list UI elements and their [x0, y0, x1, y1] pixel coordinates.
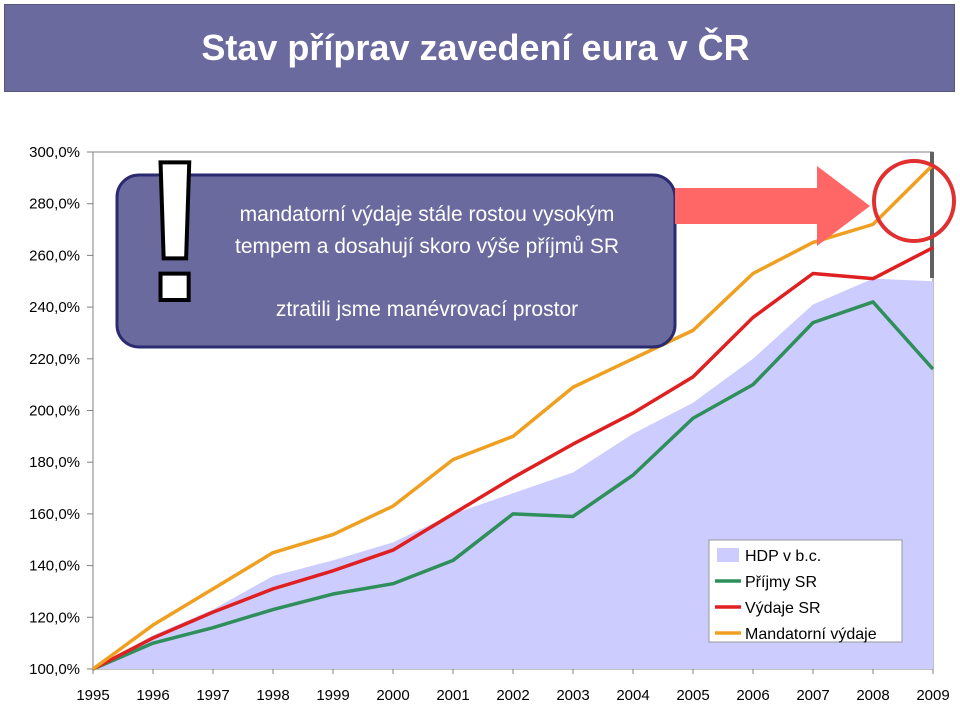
y-axis: 300,0% 280,0% 260,0% 240,0% 220,0% 200,0% 180,…	[29, 144, 93, 678]
callout-line-3: ztratili jsme manévrovací prostor	[276, 298, 578, 321]
title-bar	[4, 4, 955, 92]
x-tick-label: 2002	[496, 687, 529, 704]
x-tick-label: 1995	[76, 687, 109, 704]
arrow-right-icon	[675, 166, 870, 246]
x-tick-label: 2007	[796, 687, 829, 704]
x-tick-label: 2004	[616, 687, 649, 704]
legend-label: HDP v b.c.	[745, 548, 821, 565]
x-tick-label: 1999	[316, 687, 349, 704]
x-tick-label: 2000	[376, 687, 409, 704]
series-line-mandatorni	[91, 163, 935, 671]
y-tick-label: 240,0%	[29, 299, 80, 316]
legend: HDP v b.c. Příjmy SR Výdaje SR Mandatorní v…	[708, 539, 903, 643]
legend-box	[708, 539, 903, 643]
series-line-prijmy	[92, 300, 935, 671]
callout-line-2: tempem a dosahují skoro výše příjmů SR	[235, 235, 619, 258]
x-tick-label: 2006	[736, 687, 769, 704]
x-tick-label: 1998	[256, 687, 289, 704]
x-tick-label: 2005	[676, 687, 709, 704]
x-axis: 1995 1996 1997 1998 1999 2000 2001 2002 2003 2004…	[76, 669, 950, 704]
y-tick-label: 100,0%	[29, 661, 80, 678]
y-tick-label: 140,0%	[29, 558, 80, 575]
series-line-vydaje	[92, 246, 934, 671]
highlight-circle-icon	[872, 159, 956, 243]
x-tick-label: 1996	[136, 687, 169, 704]
legend-label: Příjmy SR	[745, 574, 817, 591]
legend-swatch	[717, 548, 739, 562]
y-tick-label: 260,0%	[29, 247, 80, 264]
callout-line-1: mandatorní výdaje stále rostou vysokým	[240, 203, 615, 226]
y-tick-label: 180,0%	[29, 454, 80, 471]
y-tick-label: 220,0%	[29, 351, 80, 368]
y-tick-label: 120,0%	[29, 609, 80, 626]
y-tick-label: 280,0%	[29, 196, 80, 213]
legend-label: Výdaje SR	[745, 600, 821, 617]
x-tick-label: 1997	[196, 687, 229, 704]
plot-edge-shadow	[930, 152, 934, 278]
y-tick-label: 160,0%	[29, 506, 80, 523]
x-tick-label: 2003	[556, 687, 589, 704]
page-title: Stav příprav zavedení eura v ČR	[201, 27, 750, 68]
y-tick-label: 200,0%	[29, 403, 80, 420]
legend-label: Mandatorní výdaje	[745, 626, 877, 643]
y-tick-label: 300,0%	[29, 144, 80, 161]
x-tick-label: 2009	[916, 687, 949, 704]
line-layer	[91, 163, 935, 671]
x-tick-label: 2001	[436, 687, 469, 704]
x-tick-label: 2008	[856, 687, 889, 704]
exclamation-mark-icon: !	[142, 120, 209, 343]
callout-box	[115, 173, 677, 349]
callout: ! mandatorní výdaje stále rostou vysokým…	[115, 118, 677, 349]
